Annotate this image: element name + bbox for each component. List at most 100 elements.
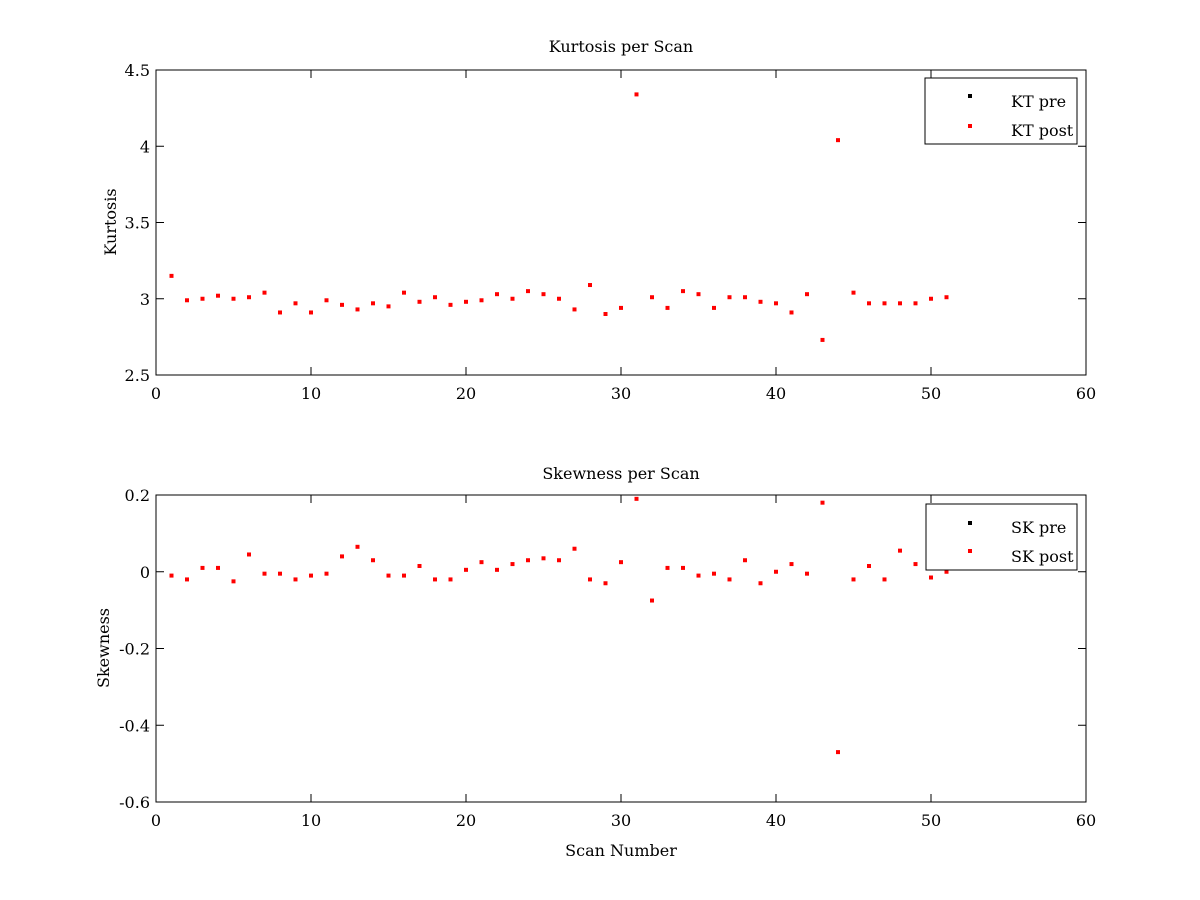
- data-point-sk-post: [324, 571, 329, 576]
- data-point-kt-post: [526, 289, 530, 294]
- data-point-sk-post: [727, 577, 732, 582]
- data-point-kt-post: [898, 301, 902, 306]
- data-point-sk-post: [200, 565, 205, 570]
- data-point-sk-post: [836, 750, 840, 755]
- skewness-y-tick-label: -0.6: [119, 793, 150, 812]
- data-point-sk-post: [774, 569, 778, 574]
- data-point-kt-post: [851, 290, 856, 295]
- kurtosis-y-tick-label: 4: [140, 137, 150, 156]
- data-point-sk-post: [882, 577, 887, 582]
- data-point-sk-post: [557, 558, 561, 563]
- data-point-kt-post: [231, 296, 236, 301]
- skewness-x-tick-label: 60: [1076, 811, 1096, 830]
- data-point-kt-post: [479, 298, 484, 303]
- data-point-sk-post: [820, 500, 825, 505]
- data-point-sk-post: [402, 573, 406, 578]
- data-point-sk-post: [371, 558, 375, 563]
- data-point-sk-post: [309, 573, 313, 578]
- skewness-y-tick-label: -0.4: [119, 716, 150, 735]
- skewness-x-label: Scan Number: [565, 841, 677, 860]
- skewness-x-tick-label: 0: [151, 811, 161, 830]
- legend-label-sk-pre: SK pre: [1011, 518, 1066, 537]
- skewness-x-tick-label: 10: [301, 811, 321, 830]
- data-point-kt-post: [495, 292, 499, 297]
- data-point-kt-post: [262, 290, 267, 295]
- data-point-sk-post: [805, 571, 809, 576]
- data-point-sk-post: [386, 573, 391, 578]
- data-point-kt-post: [247, 295, 251, 300]
- data-point-kt-post: [882, 301, 887, 306]
- kurtosis-points: [169, 92, 949, 342]
- skewness-legend: SK pre SK post: [925, 503, 1078, 571]
- data-point-sk-post: [293, 577, 298, 582]
- data-point-sk-post: [278, 571, 282, 576]
- data-point-kt-post: [448, 302, 453, 307]
- data-point-sk-post: [789, 562, 794, 567]
- data-point-kt-post: [433, 295, 437, 300]
- data-point-kt-post: [836, 138, 840, 143]
- data-point-sk-post: [526, 558, 530, 563]
- data-point-sk-post: [541, 556, 546, 561]
- kurtosis-title: Kurtosis per Scan: [549, 37, 693, 56]
- skewness-plot: Skewness per Scan Skewness Scan Number 0…: [94, 464, 1096, 860]
- kurtosis-x-tick-label: 10: [301, 384, 321, 403]
- data-point-kt-post: [634, 92, 639, 97]
- data-point-kt-post: [681, 289, 685, 294]
- data-point-sk-post: [743, 558, 747, 563]
- data-point-kt-post: [774, 301, 778, 306]
- skewness-x-tick-label: 20: [456, 811, 476, 830]
- data-point-kt-post: [510, 296, 515, 301]
- data-point-kt-post: [743, 295, 747, 300]
- data-point-sk-post: [696, 573, 701, 578]
- data-point-sk-post: [851, 577, 856, 582]
- skewness-y-tick-label: 0: [140, 563, 150, 582]
- legend-marker-sk-post: [968, 549, 972, 553]
- data-point-sk-post: [619, 560, 623, 565]
- data-point-kt-post: [619, 305, 623, 310]
- data-point-sk-post: [340, 554, 344, 559]
- data-point-sk-post: [588, 577, 592, 582]
- data-point-kt-post: [588, 283, 592, 288]
- data-point-kt-post: [913, 301, 918, 306]
- legend-marker-sk-pre: [968, 521, 972, 525]
- data-point-kt-post: [805, 292, 809, 297]
- data-point-sk-post: [712, 571, 716, 576]
- data-point-kt-post: [603, 312, 608, 316]
- data-point-kt-post: [293, 301, 298, 306]
- data-point-kt-post: [324, 298, 329, 303]
- data-point-kt-post: [572, 307, 577, 312]
- kurtosis-y-tick-label: 3: [140, 290, 150, 309]
- data-point-sk-post: [634, 496, 639, 501]
- data-point-sk-post: [650, 598, 654, 603]
- skewness-y-label: Skewness: [94, 608, 113, 688]
- skewness-x-tick-label: 40: [766, 811, 786, 830]
- data-point-sk-post: [867, 563, 871, 568]
- data-point-kt-post: [386, 304, 391, 309]
- data-point-sk-post: [417, 563, 422, 568]
- data-point-sk-post: [262, 571, 267, 576]
- data-point-kt-post: [712, 305, 716, 310]
- data-point-kt-post: [867, 301, 871, 306]
- skewness-x-tick-label: 50: [921, 811, 941, 830]
- skewness-y-tick-label: -0.2: [119, 640, 150, 659]
- data-point-sk-post: [665, 565, 670, 570]
- data-point-kt-post: [355, 307, 360, 312]
- data-point-kt-post: [665, 305, 670, 310]
- data-point-sk-post: [944, 569, 949, 574]
- kurtosis-ticks: 0 10 20 30 40 50 60 2.5 3 3.5 4 4.5: [125, 61, 1097, 403]
- kurtosis-x-tick-label: 50: [921, 384, 941, 403]
- kurtosis-x-tick-label: 0: [151, 384, 161, 403]
- data-point-kt-post: [929, 296, 933, 301]
- skewness-ticks: 0 10 20 30 40 50 60 -0.6 -0.4 -0.2 0 0.2: [119, 486, 1096, 830]
- data-point-sk-post: [495, 567, 499, 572]
- data-point-sk-post: [185, 577, 189, 582]
- data-point-sk-post: [231, 579, 236, 584]
- data-point-sk-post: [216, 565, 220, 570]
- legend-label-kt-pre: KT pre: [1011, 92, 1066, 111]
- data-point-sk-post: [898, 548, 902, 553]
- kurtosis-x-tick-label: 30: [611, 384, 631, 403]
- kurtosis-legend-box: [924, 77, 1078, 145]
- data-point-kt-post: [309, 310, 313, 315]
- data-point-sk-post: [572, 546, 577, 551]
- data-point-kt-post: [820, 337, 825, 342]
